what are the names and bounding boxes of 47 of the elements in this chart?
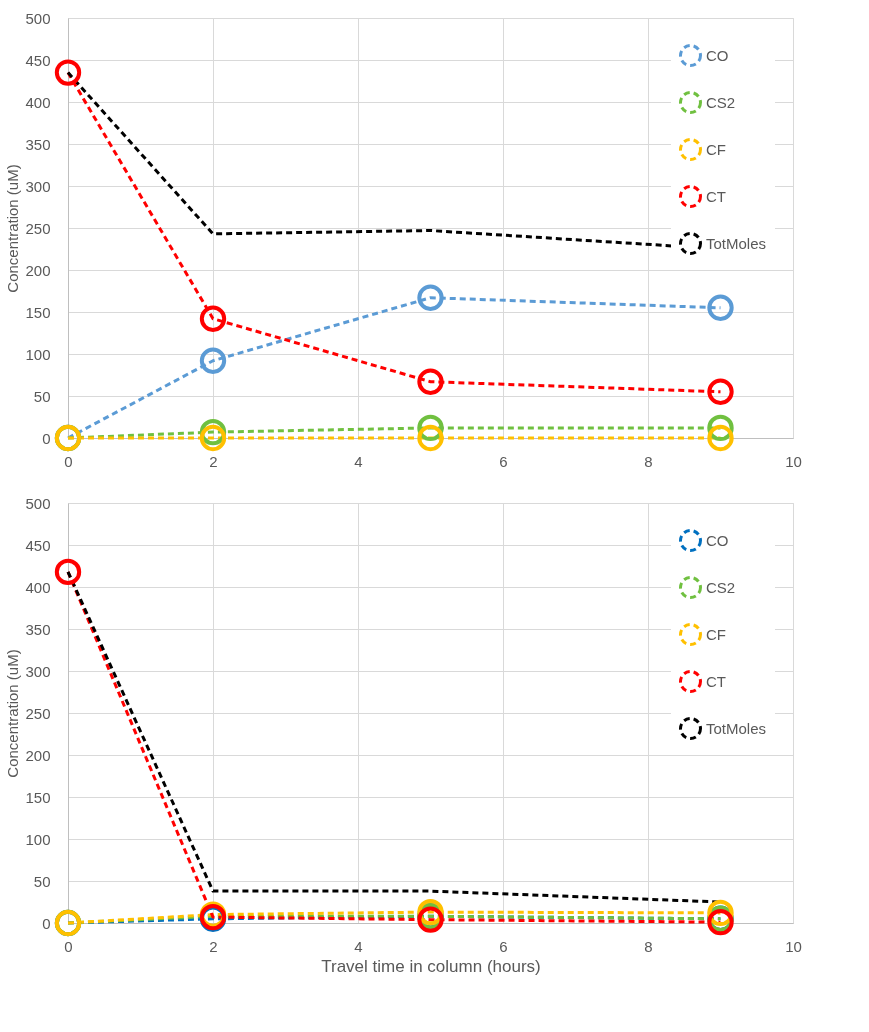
legend-label: CO [706, 46, 729, 64]
y-tick-label: 50 [33, 387, 51, 405]
x-tick-label: 2 [209, 937, 218, 955]
legend-label: CF [706, 140, 726, 158]
x-tick-label: 4 [354, 937, 363, 955]
y-tick-label: 300 [25, 662, 51, 680]
y-tick-label: 200 [25, 261, 51, 279]
y-tick-label: 50 [33, 872, 51, 890]
y-tick-label: 350 [25, 620, 51, 638]
y-tick-label: 200 [25, 746, 51, 764]
x-tick-label: 8 [644, 937, 653, 955]
y-tick-label: 250 [25, 219, 51, 237]
y-tick-label: 350 [25, 135, 51, 153]
legend-label: CT [706, 187, 726, 205]
legend-label: CO [706, 531, 729, 549]
y-axis-title: Concentration (uM) [4, 164, 22, 293]
x-tick-label: 8 [644, 452, 653, 470]
y-axis-title: Concentration (uM) [4, 649, 22, 778]
x-tick-label: 0 [64, 937, 73, 955]
y-tick-label: 0 [42, 429, 51, 447]
y-tick-label: 150 [25, 303, 51, 321]
legend-label: TotMoles [706, 234, 767, 252]
legend-label: CT [706, 672, 726, 690]
legend-label: TotMoles [706, 719, 767, 737]
y-tick-label: 100 [25, 830, 51, 848]
y-tick-label: 450 [25, 536, 51, 554]
y-tick-label: 400 [25, 578, 51, 596]
y-tick-label: 0 [42, 914, 51, 932]
x-tick-label: 10 [785, 452, 802, 470]
legend-label: CS2 [706, 578, 736, 596]
x-tick-label: 0 [64, 452, 73, 470]
x-tick-label: 2 [209, 452, 218, 470]
y-tick-label: 400 [25, 93, 51, 111]
y-tick-label: 500 [25, 9, 51, 27]
x-tick-label: 4 [354, 452, 363, 470]
y-tick-label: 500 [25, 494, 51, 512]
x-tick-label: 6 [499, 937, 508, 955]
y-tick-label: 150 [25, 788, 51, 806]
legend-label: CS2 [706, 93, 736, 111]
x-tick-label: 6 [499, 452, 508, 470]
y-tick-label: 250 [25, 704, 51, 722]
y-tick-label: 300 [25, 177, 51, 195]
y-tick-label: 450 [25, 51, 51, 69]
x-tick-label: 10 [785, 937, 802, 955]
y-tick-label: 100 [25, 345, 51, 363]
legend-label: CF [706, 625, 726, 643]
x-axis-title: Travel time in column (hours) [321, 956, 541, 976]
